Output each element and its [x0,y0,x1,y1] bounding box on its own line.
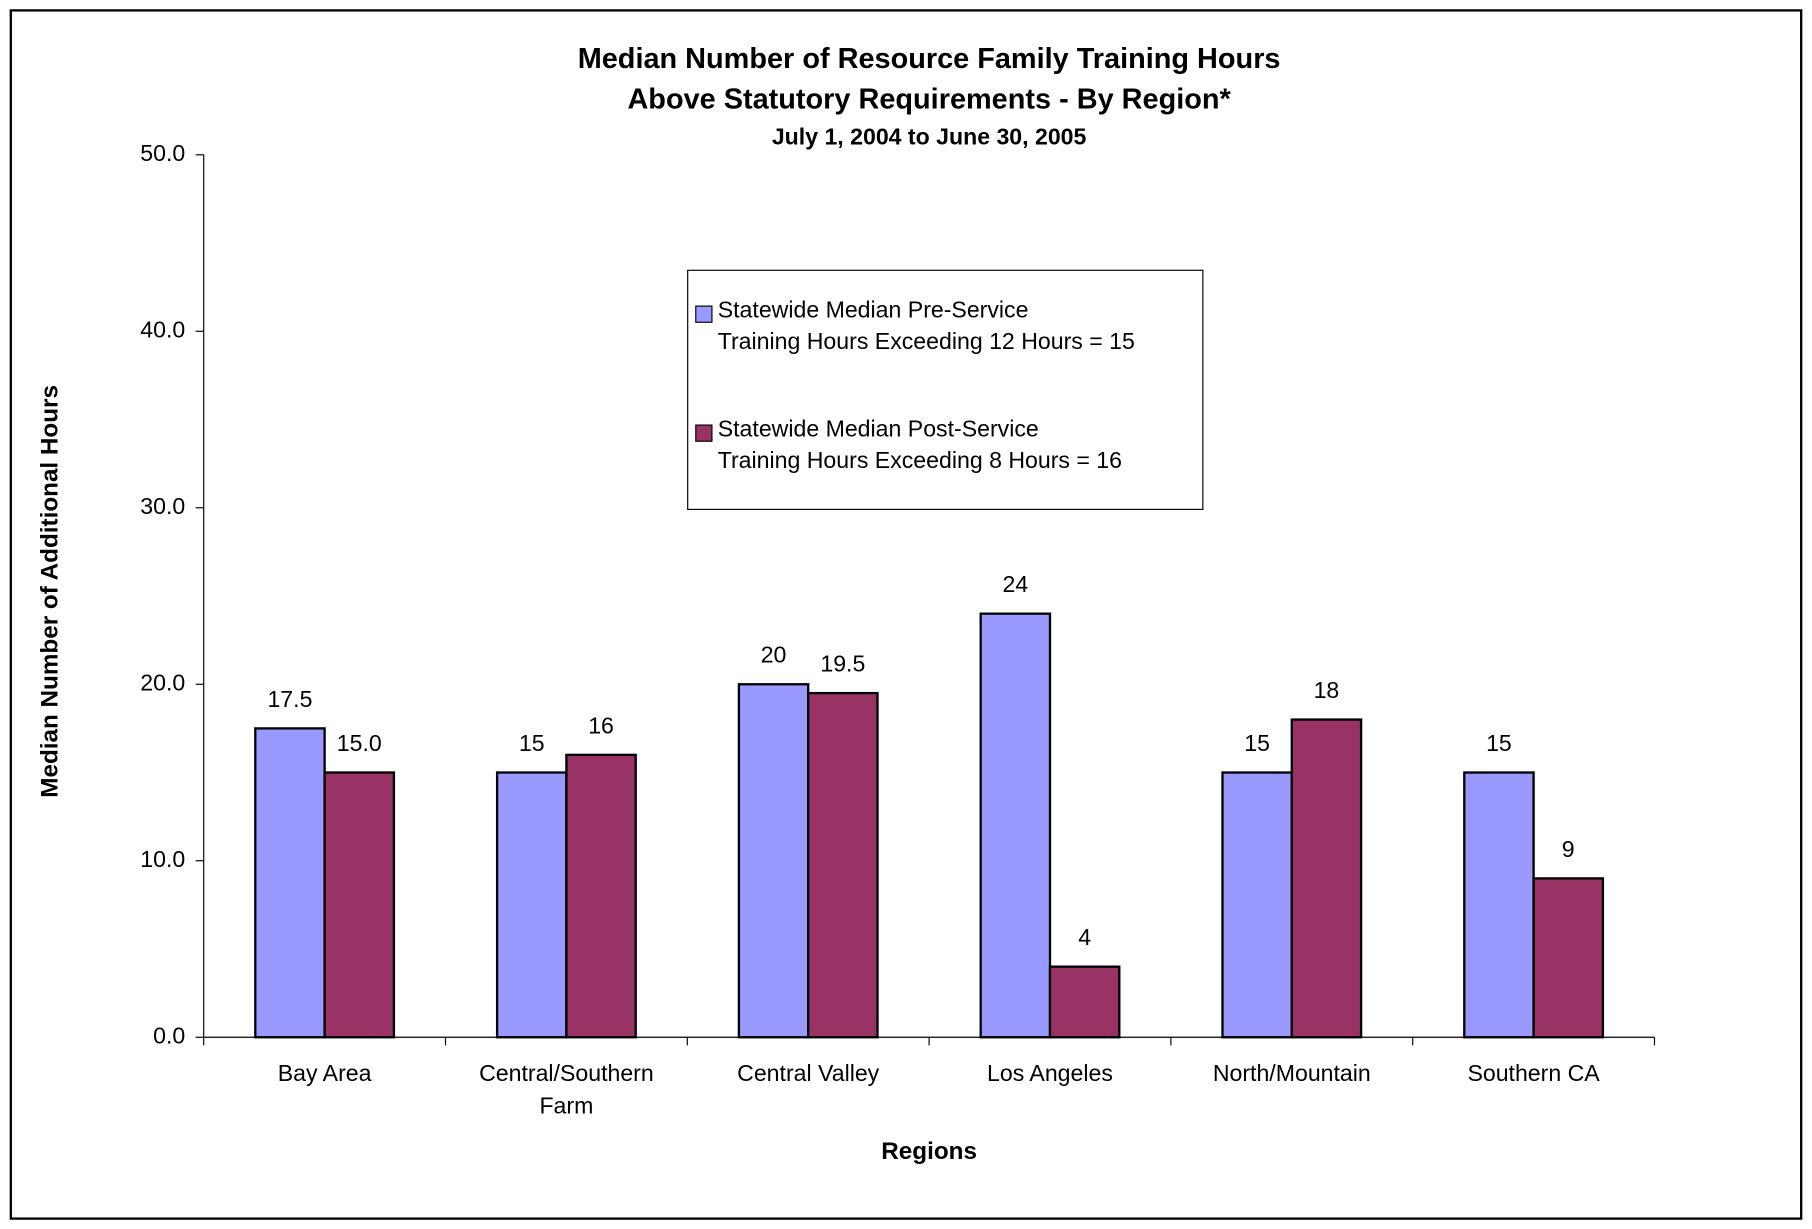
x-tick-label-box: North/Mountain [1212,1061,1371,1087]
legend-label-box: Statewide Median Post-Service Training H… [717,416,1122,474]
data-label: 15 [1244,730,1270,756]
bar [1532,877,1605,1039]
legend-box [687,269,1204,510]
bar [1290,718,1363,1039]
x-tick-label: North/Mountain [1212,1061,1371,1087]
chart-title: Median Number of Resource Family Trainin… [577,42,1281,116]
y-tick-label: 20.0 [140,669,185,695]
x-tick-label: Bay Area [277,1061,372,1087]
y-tick-label: 30.0 [140,493,185,519]
x-tick-label: Los Angeles [987,1061,1113,1087]
bar [1463,771,1535,1039]
x-tick-label-box: Central/Southern Farm [479,1061,654,1120]
bar [737,683,810,1039]
data-label: 19.5 [820,650,865,676]
data-label: 15 [1486,730,1512,756]
y-axis-label: Median Number of Additional Hours [37,385,64,798]
bar [979,612,1052,1039]
data-label: 17.5 [267,686,312,712]
chart-subtitle: July 1, 2004 to June 30, 2005 [772,124,1087,150]
data-label: 16 [588,712,614,738]
data-label: 15 [519,730,545,756]
x-tick-label-box: Bay Area [277,1061,372,1087]
bar [1048,965,1121,1039]
bar [254,727,326,1039]
bar [807,691,879,1039]
legend-swatch [695,305,713,323]
data-label: 15.0 [337,730,382,756]
y-tick-label: 0.0 [153,1022,185,1048]
y-tick-label: 50.0 [140,140,185,166]
legend-swatch [695,424,713,442]
x-axis-label: Regions [881,1138,977,1165]
bar [1221,771,1293,1039]
x-tick-label-box: Central Valley [737,1061,880,1087]
x-tick-label: Southern CA [1467,1061,1600,1087]
bar [565,753,637,1039]
data-label: 9 [1562,836,1575,862]
data-label: 24 [1003,571,1029,597]
data-label: 4 [1078,924,1091,950]
bar [495,771,568,1039]
x-tick-label: Central Valley [737,1061,880,1087]
legend-label: Statewide Median Pre-Service Training Ho… [717,298,1135,355]
legend-label-box: Statewide Median Pre-Service Training Ho… [717,298,1135,355]
legend-label: Statewide Median Post-Service Training H… [717,416,1122,474]
bar [323,771,396,1039]
x-tick-label-box: Los Angeles [987,1061,1113,1087]
data-label: 18 [1314,677,1340,703]
y-tick-label: 10.0 [140,846,185,872]
y-tick-label: 40.0 [140,316,185,342]
chart-title-box: Median Number of Resource Family Trainin… [577,42,1281,116]
x-tick-label-box: Southern CA [1467,1061,1600,1087]
data-label: 20 [761,642,787,668]
x-tick-label: Central/Southern Farm [479,1061,654,1120]
